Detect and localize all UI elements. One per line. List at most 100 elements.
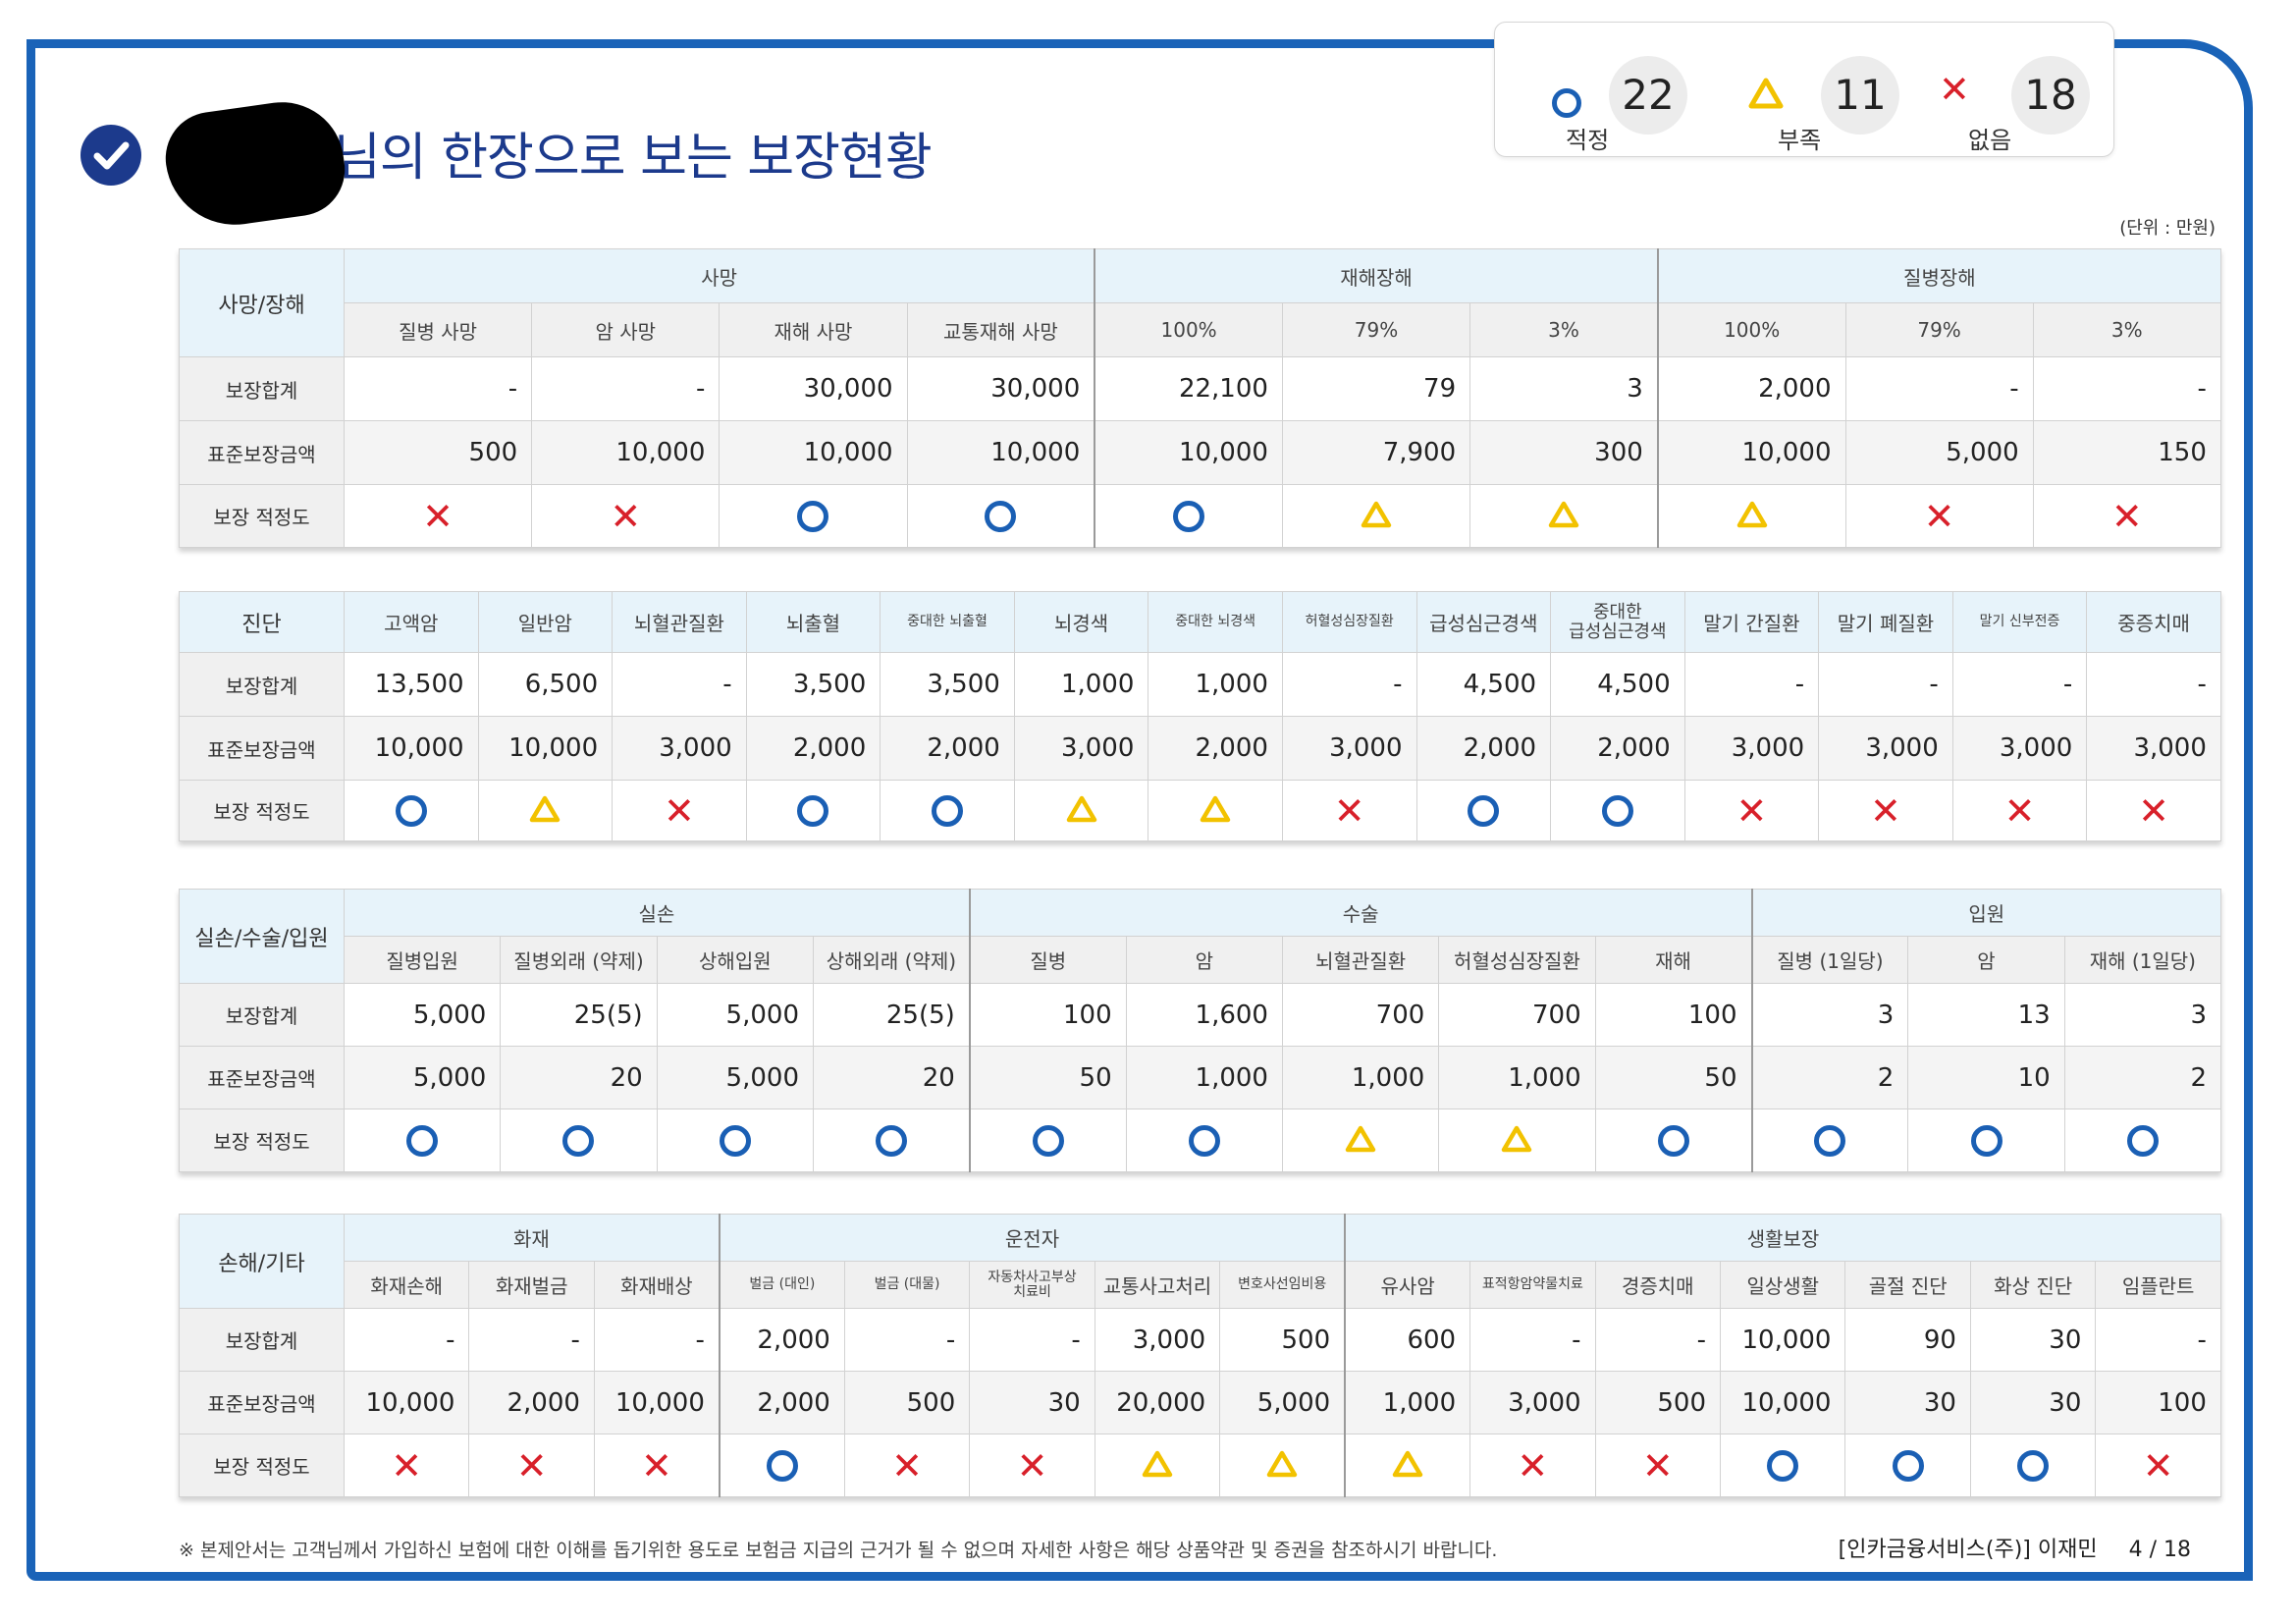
cross-icon: ✕: [1016, 1443, 1048, 1488]
adequacy-cell: [1281, 1109, 1440, 1172]
cross-icon: ✕: [640, 1443, 672, 1488]
value-cell: 10,000: [343, 1371, 470, 1434]
item-label: 일상생활: [1720, 1261, 1846, 1309]
adequacy-cell: [1469, 484, 1659, 548]
cross-icon: ✕: [1923, 494, 1955, 538]
value-cell: 2,000: [1656, 356, 1846, 421]
legend-label: 적정: [1566, 127, 1610, 154]
item-label: 암: [1125, 936, 1283, 984]
value-cell: 30: [1969, 1371, 2097, 1434]
adequacy-cell: [1720, 1434, 1846, 1497]
circle-icon: [797, 794, 829, 827]
cross-icon: ✕: [663, 788, 695, 833]
adequacy-cell: ✕: [1281, 780, 1417, 841]
item-label: 중대한 뇌출혈: [880, 591, 1015, 653]
cross-icon: ✕: [1939, 68, 1970, 111]
row-label: 보장 적정도: [179, 484, 345, 548]
unit-label: (단위 : 만원): [2119, 218, 2216, 239]
cross-icon: ✕: [2138, 788, 2170, 833]
item-label: 허혈성심장질환: [1281, 591, 1417, 653]
adequacy-cell: [880, 780, 1015, 841]
value-cell: -: [2086, 652, 2221, 717]
item-label: 79%: [1844, 302, 2034, 357]
row-label: 표준보장금액: [179, 1371, 345, 1434]
value-cell: 3,500: [745, 652, 881, 717]
value-cell: -: [1818, 652, 1953, 717]
triangle-icon: [1066, 795, 1097, 827]
adequacy-row: 보장 적정도 ✕ ✕ ✕ ✕ ✕ ✕: [179, 780, 2221, 841]
value-cell: 1,000: [1438, 1046, 1596, 1109]
value-cell: 3: [1750, 983, 1909, 1047]
cross-icon: ✕: [891, 1443, 923, 1488]
value-cell: 30,000: [906, 356, 1095, 421]
footer-info: [인카금융서비스(주)] 이재민 4 / 18: [1839, 1532, 2191, 1563]
value-cell: -: [1683, 652, 1820, 717]
value-cell: 3,500: [880, 652, 1015, 717]
adequacy-row: 보장 적정도 ✕ ✕ ✕ ✕ ✕ ✕ ✕ ✕: [179, 1434, 2221, 1497]
legend-label: 부족: [1778, 127, 1822, 154]
value-cell: 2,000: [1550, 716, 1685, 781]
value-cell: 2,000: [718, 1308, 845, 1372]
value-cell: 50: [1594, 1046, 1753, 1109]
item-label: 3%: [2032, 302, 2221, 357]
item-label: 질병: [968, 936, 1127, 984]
item-label: 임플란트: [2095, 1261, 2221, 1309]
cross-icon: ✕: [422, 494, 454, 538]
adequacy-cell: [1094, 484, 1283, 548]
item-label: 상해입원: [656, 936, 814, 984]
value-cell: 300: [1469, 420, 1659, 485]
adequacy-cell: [1148, 780, 1283, 841]
item-label: 경증치매: [1594, 1261, 1722, 1309]
value-cell: 500: [1219, 1308, 1346, 1372]
value-cell: -: [969, 1308, 1095, 1372]
triangle-icon: [1748, 74, 1784, 117]
row-label: 보장합계: [179, 652, 345, 717]
adequacy-cell: ✕: [531, 484, 721, 548]
adequacy-cell: [745, 780, 881, 841]
value-cell: 10: [1907, 1046, 2065, 1109]
adequacy-cell: ✕: [593, 1434, 721, 1497]
value-cell: 10,000: [593, 1371, 721, 1434]
value-cell: 5,000: [1844, 420, 2034, 485]
value-cell: 3,000: [1013, 716, 1149, 781]
adequacy-cell: ✕: [1594, 1434, 1722, 1497]
value-cell: -: [1469, 1308, 1596, 1372]
value-cell: 30,000: [719, 356, 908, 421]
value-cell: -: [2095, 1308, 2221, 1372]
value-cell: 25(5): [500, 983, 658, 1047]
triangle-icon: [1736, 501, 1768, 532]
item-label: 말기 폐질환: [1818, 591, 1953, 653]
sum-row: 보장합계 13,500 6,500-3,500 3,500 1,000 1,000-4,5…: [179, 652, 2221, 717]
adequacy-cell: [2063, 1109, 2222, 1172]
section-category: 손해/기타: [179, 1214, 345, 1309]
row-label: 표준보장금액: [179, 420, 345, 485]
row-label: 보장 적정도: [179, 780, 345, 841]
circle-icon: [406, 1124, 439, 1157]
value-cell: 2,000: [718, 1371, 845, 1434]
item-label: 상해외래 (약제): [812, 936, 971, 984]
item-label: 골절 진단: [1844, 1261, 1971, 1309]
cross-icon: ✕: [1735, 788, 1768, 833]
circle-icon: [562, 1124, 595, 1157]
adequacy-cell: [656, 1109, 814, 1172]
group-header: 운전자: [718, 1214, 1346, 1262]
row-label: 표준보장금액: [179, 716, 345, 781]
adequacy-cell: ✕: [612, 780, 747, 841]
circle-icon: [1552, 80, 1581, 123]
adequacy-cell: [718, 1434, 845, 1497]
item-label: 중증치매: [2086, 591, 2221, 653]
adequacy-cell: ✕: [969, 1434, 1095, 1497]
value-cell: 3: [2063, 983, 2222, 1047]
circle-icon: [2126, 1124, 2159, 1157]
circle-icon: [2017, 1449, 2050, 1482]
section-category: 사망/장해: [179, 248, 345, 357]
value-cell: 2: [2063, 1046, 2222, 1109]
value-cell: 4,500: [1415, 652, 1552, 717]
adequacy-row: 보장 적정도 ✕ ✕ ✕ ✕: [179, 484, 2221, 548]
value-cell: 100: [2095, 1371, 2221, 1434]
value-cell: -: [843, 1308, 971, 1372]
value-cell: 22,100: [1094, 356, 1283, 421]
value-cell: 3,000: [1469, 1371, 1596, 1434]
value-cell: 1,000: [1344, 1371, 1471, 1434]
value-cell: 13: [1907, 983, 2065, 1047]
